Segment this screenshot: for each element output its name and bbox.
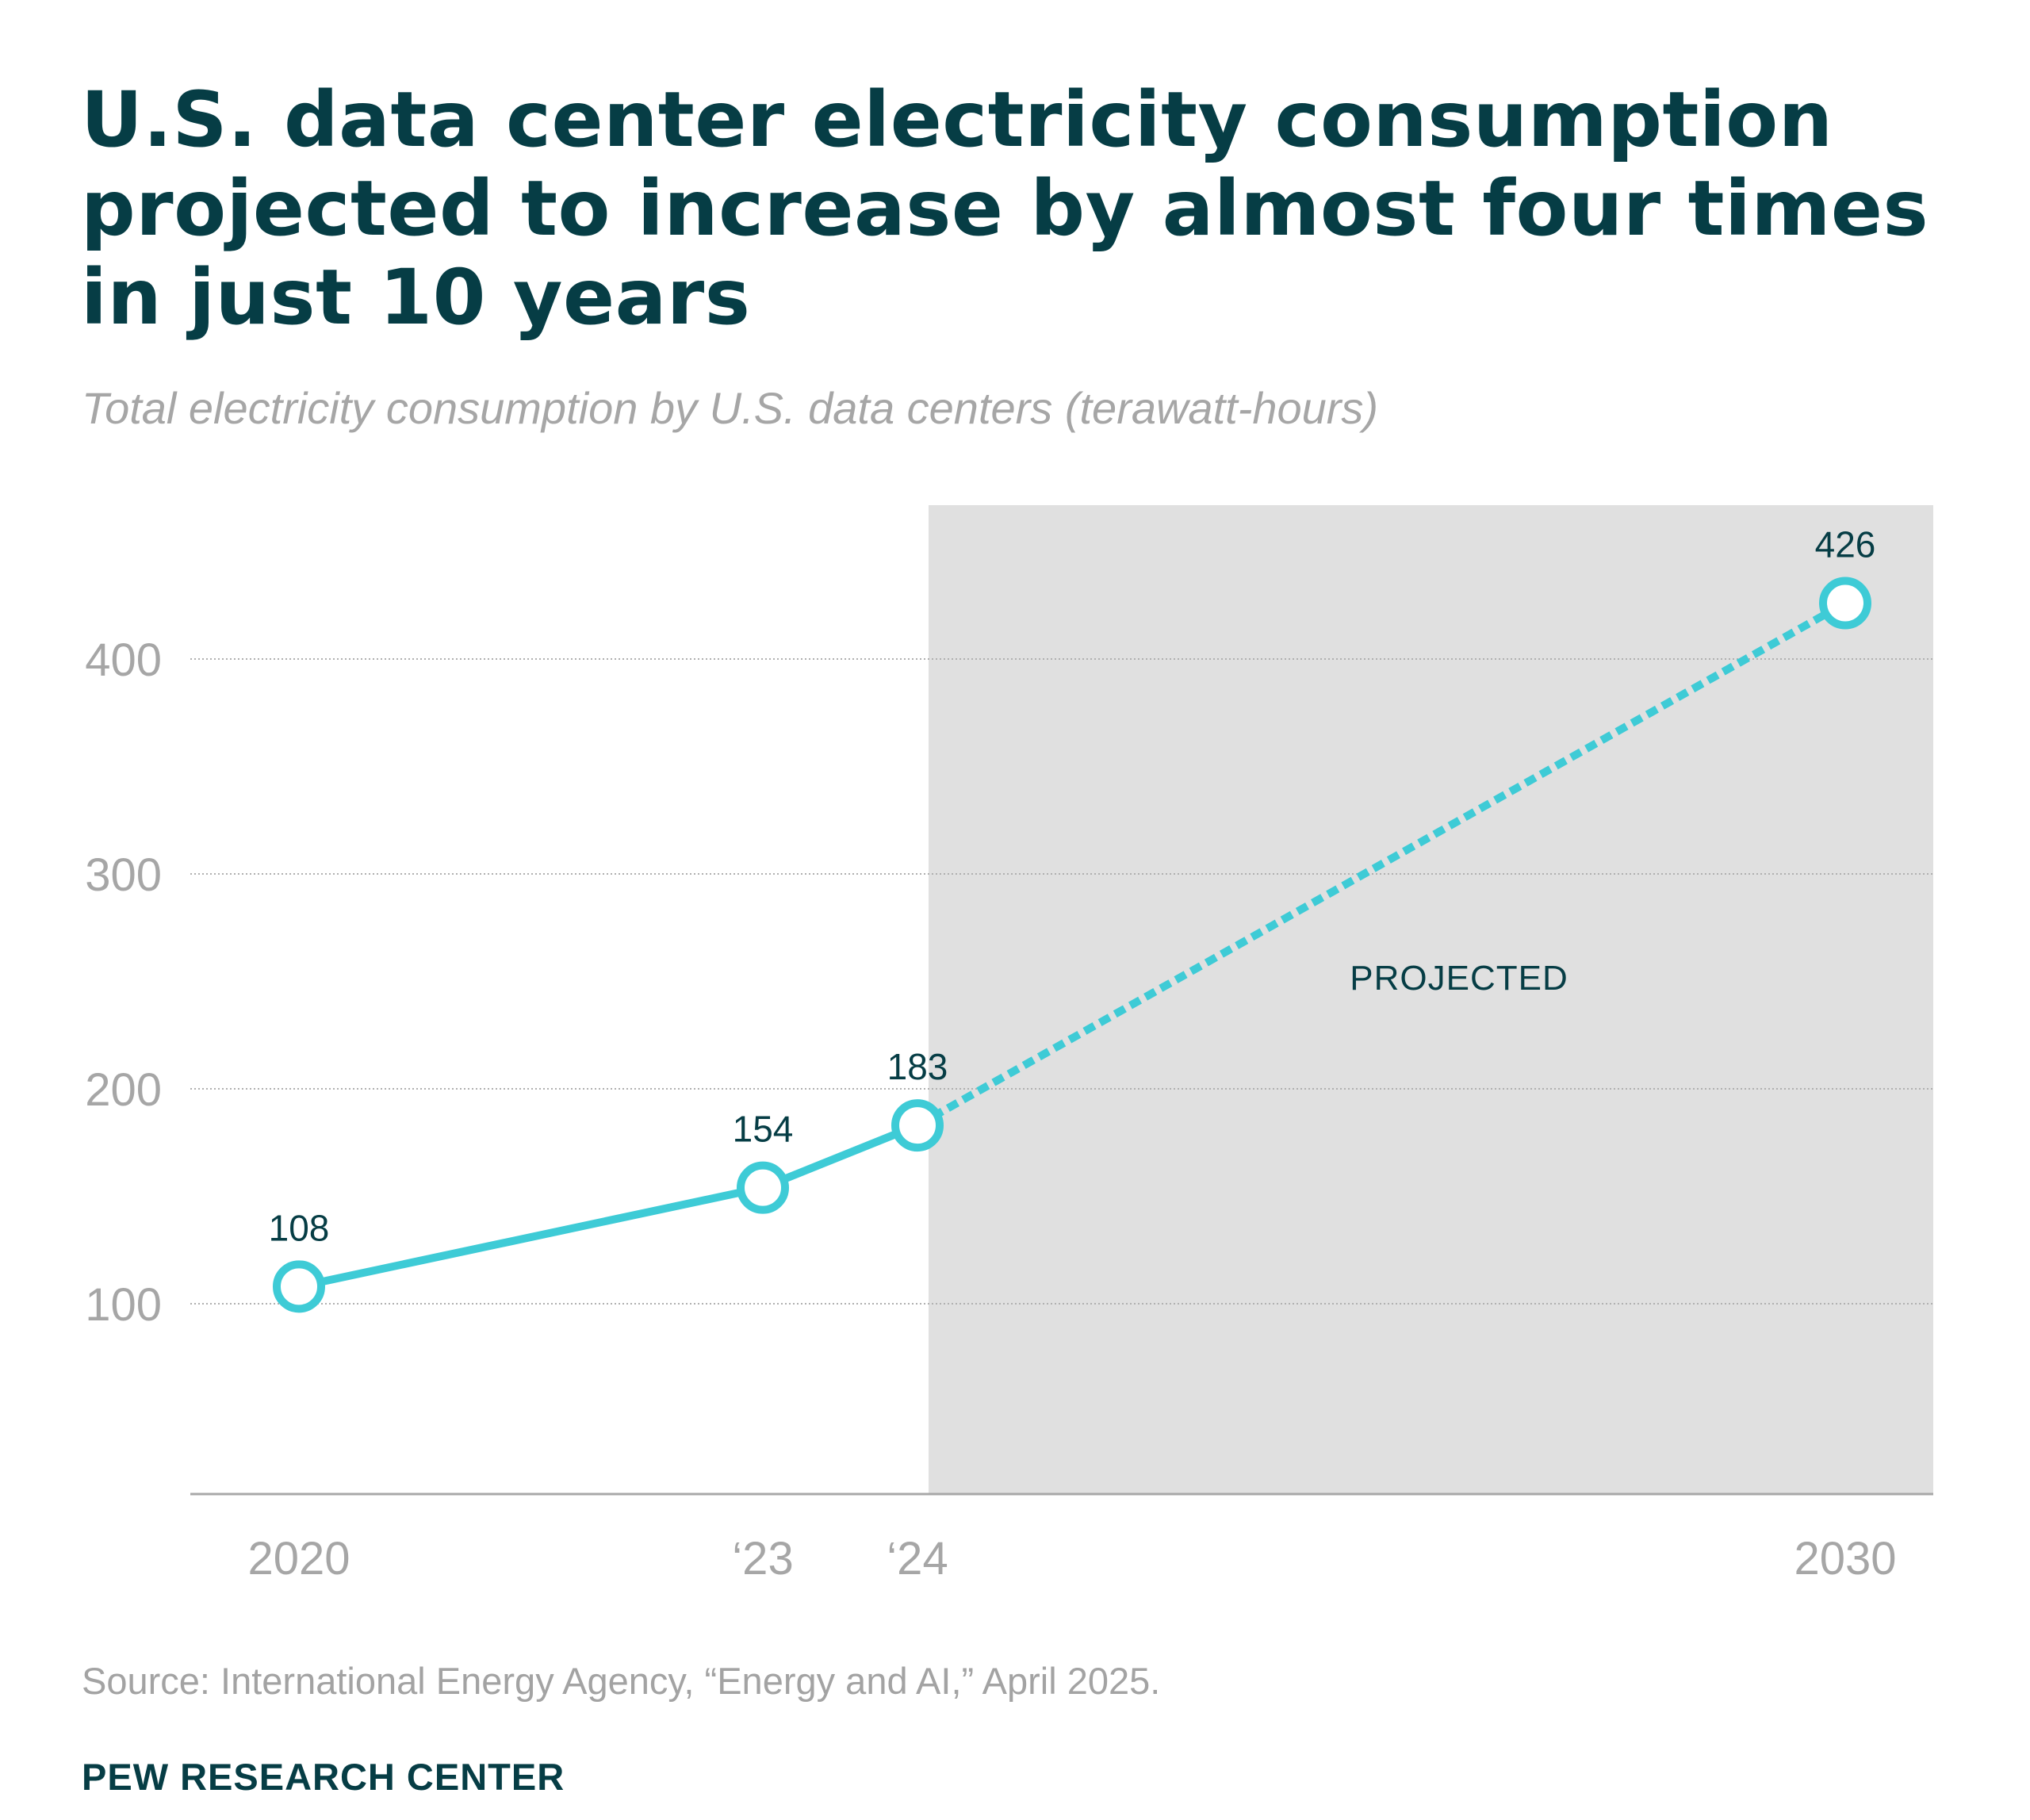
x-tick-label-2023: ‘23 [732,1533,793,1584]
projected-region [929,505,1933,1494]
brand-logo-text: PEW RESEARCH CENTER [82,1756,565,1798]
chart-title: U.S. data center electricity consumption… [81,75,1929,342]
data-label-2024: 183 [887,1046,948,1087]
data-point-2020 [273,1260,325,1313]
projected-dashed-line [915,600,1848,1129]
y-tick-label-200: 200 [85,1064,162,1116]
x-tick-label-2024: ‘24 [887,1533,948,1584]
data-point-2023 [737,1161,789,1214]
actual-line [297,1121,919,1291]
data-label-2020: 108 [269,1207,330,1248]
source-note: Source: International Energy Agency, “En… [82,1660,1161,1702]
y-tick-label-100: 100 [85,1279,162,1331]
chart-subtitle: Total electricity consumption by U.S. da… [82,383,1379,433]
data-point-2030 [1819,577,1871,630]
x-tick-label-2020: 2020 [247,1533,350,1584]
y-tick-label-400: 400 [85,634,162,686]
data-point-2024 [891,1099,944,1152]
data-label-2030: 426 [1815,524,1876,565]
projected-label: PROJECTED [1350,959,1568,998]
y-tick-label-300: 300 [85,849,162,901]
x-tick-label-2030: 2030 [1794,1533,1896,1584]
data-label-2023: 154 [733,1109,794,1150]
